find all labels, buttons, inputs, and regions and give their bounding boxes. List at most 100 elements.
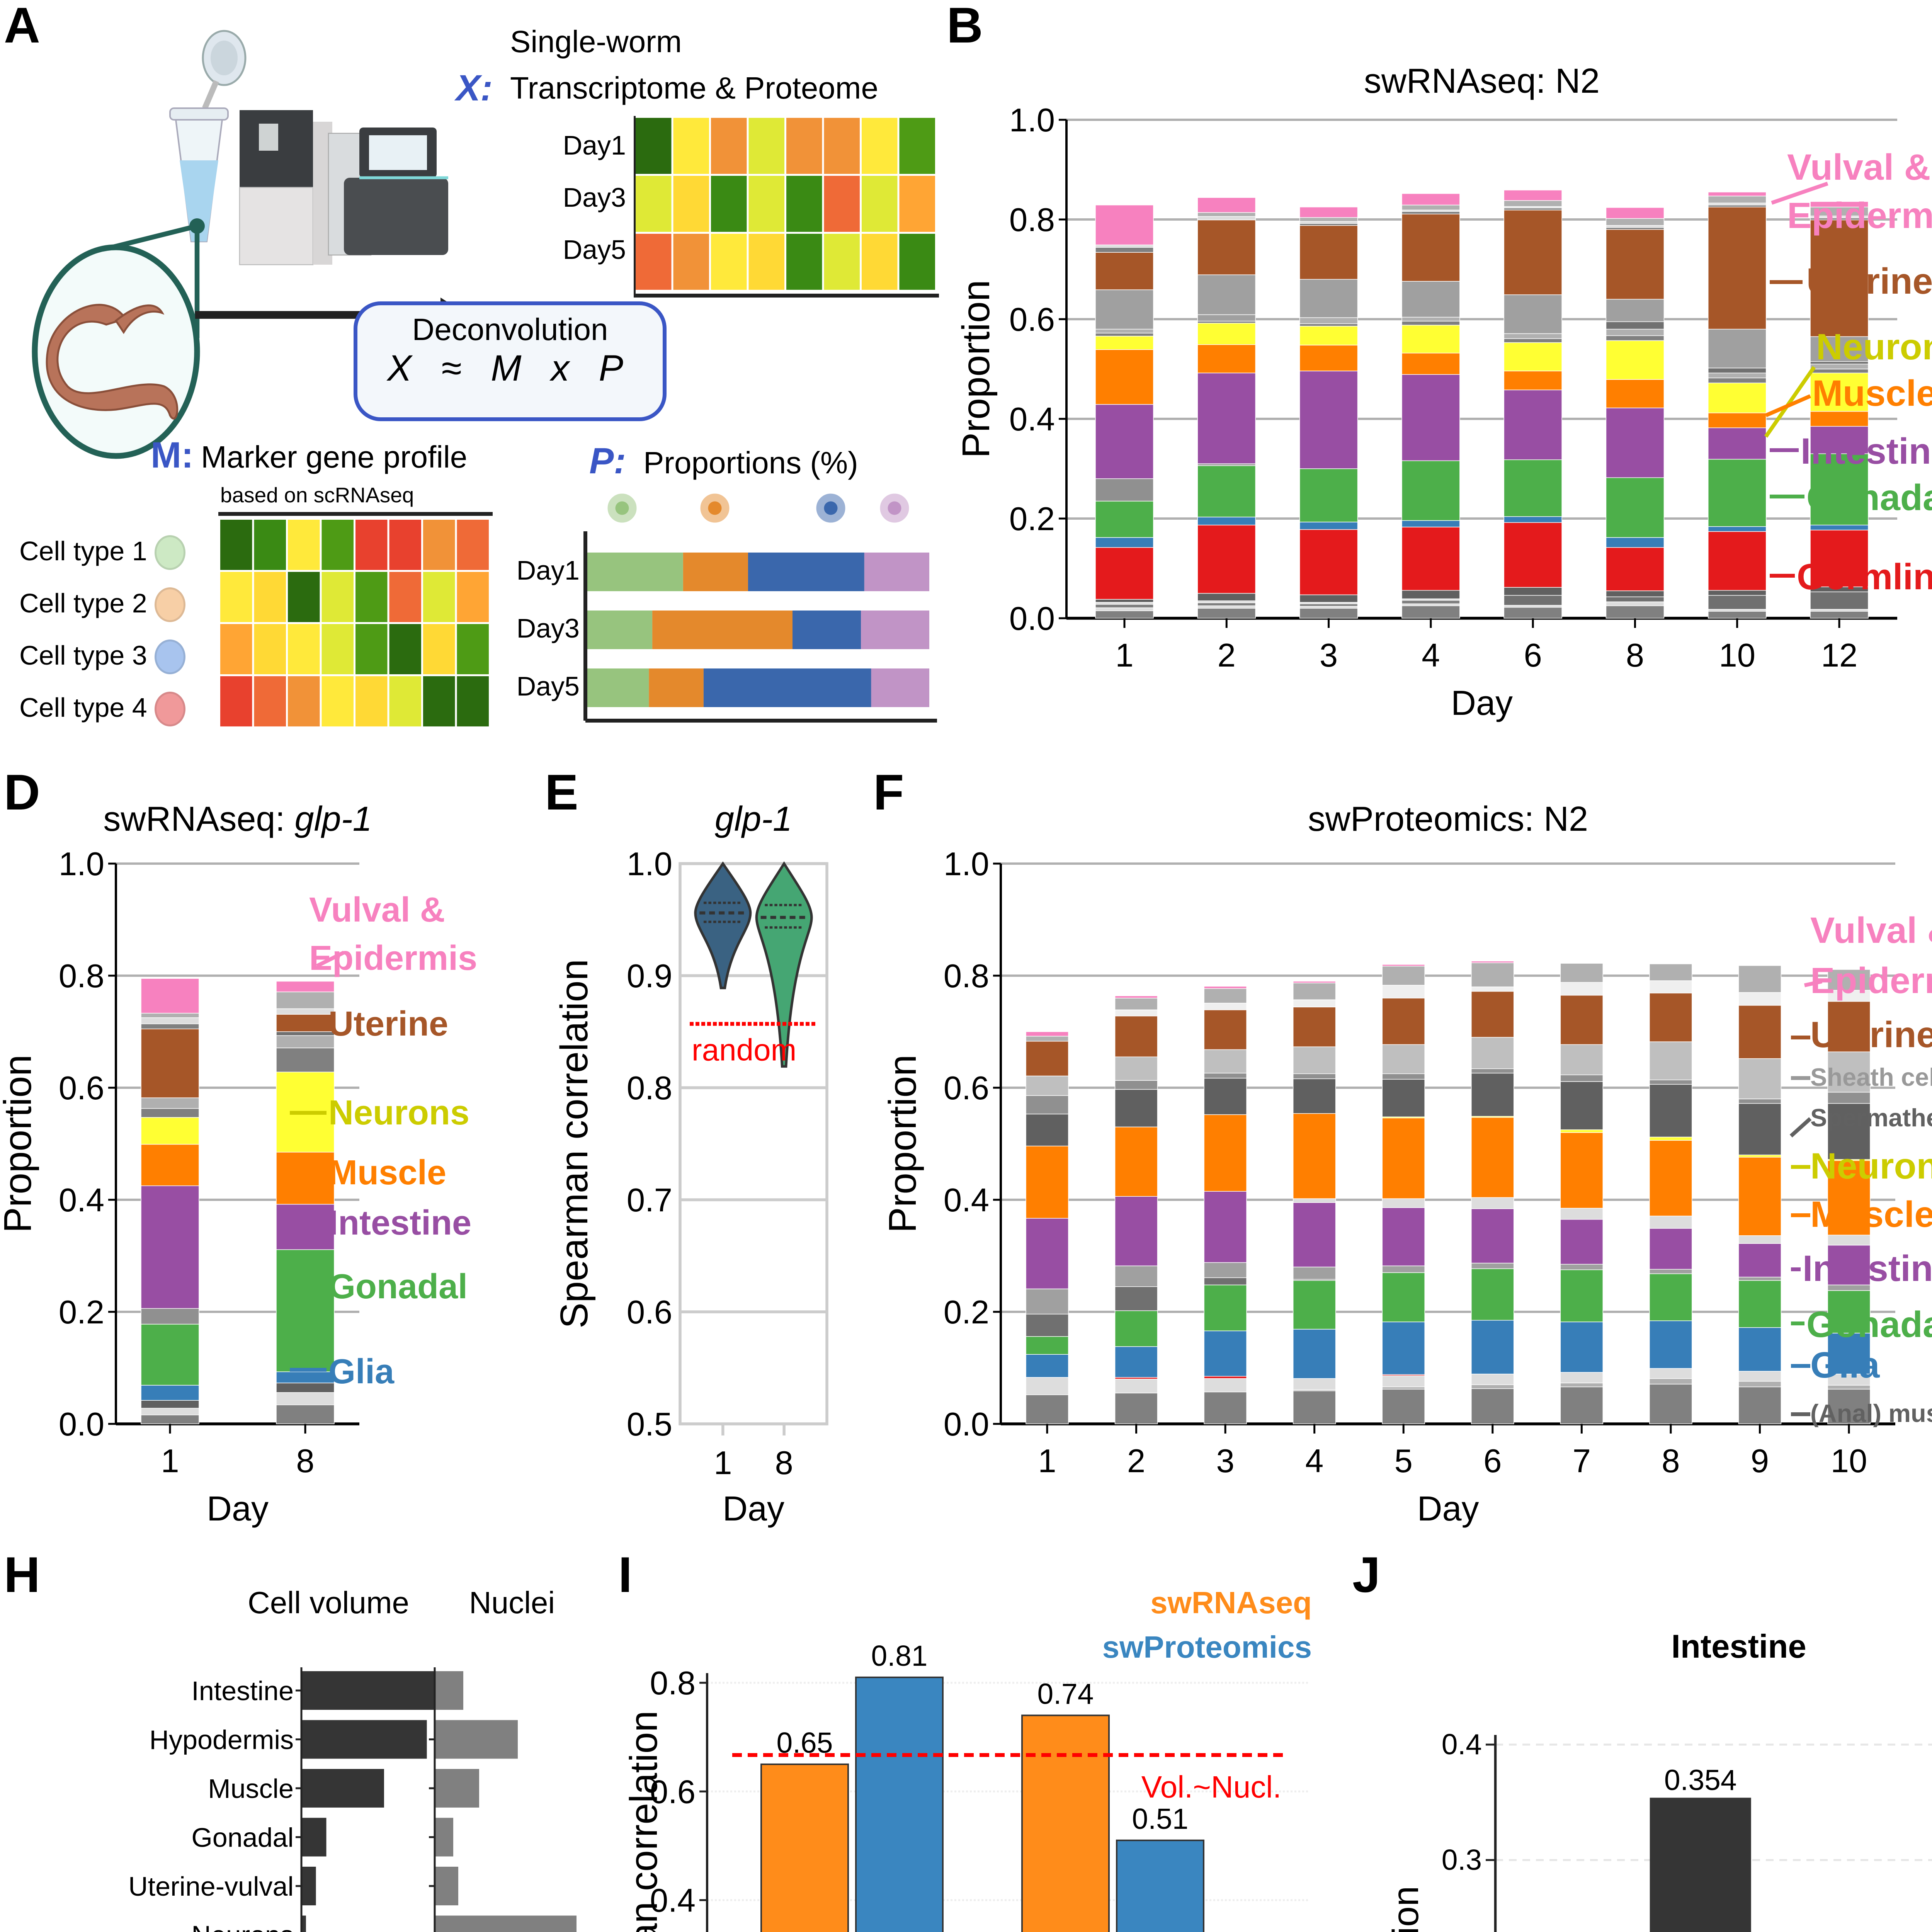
category-label: Gonadal [191, 1823, 294, 1853]
bar-segment [1401, 374, 1460, 461]
bar-segment [1649, 1269, 1692, 1274]
bar-segment [1382, 1321, 1425, 1375]
segment-label: Intestine [328, 1204, 471, 1242]
bar-segment [1738, 992, 1782, 1006]
bar-segment [1605, 379, 1665, 408]
chart-title-italic: glp-1 [295, 800, 372, 838]
bar-segment [1293, 1280, 1336, 1330]
p-bar-segment [683, 553, 748, 591]
bar-segment [1382, 966, 1425, 986]
p-proportion-chart: Day1 Day3 Day5 [517, 493, 937, 723]
x-axis-label: Day [1417, 1490, 1479, 1528]
bar-segment [1204, 1284, 1247, 1332]
bar-segment [1095, 252, 1154, 290]
heatmap-cell [786, 234, 822, 290]
x-axis-label: Day [723, 1490, 784, 1528]
y-tick-label: 0.8 [650, 1665, 696, 1702]
bar-segment [1605, 335, 1665, 341]
bar-segment [1095, 204, 1154, 245]
heatmap-cell [288, 676, 320, 726]
bar-segment [1503, 190, 1562, 201]
heatmap-cell [220, 676, 252, 726]
cell-type-2-icon [155, 588, 186, 623]
heatmap-cell [321, 520, 354, 570]
bar-segment [1204, 1277, 1247, 1286]
y-tick-label: 1.0 [944, 846, 989, 883]
bar [1021, 1714, 1110, 1932]
bar-segment [1605, 547, 1665, 591]
bar-segment [141, 1029, 199, 1098]
x-tick-label: 8 [296, 1443, 314, 1480]
bar-segment [1114, 1310, 1158, 1347]
bar-segment [1293, 1007, 1336, 1047]
bar-segment [1810, 426, 1869, 454]
bar-segment [1114, 1126, 1158, 1197]
bar-segment [1503, 342, 1562, 371]
bar-segment [1114, 1196, 1158, 1266]
heatmap-cell [220, 572, 252, 622]
bar-segment [1605, 299, 1665, 322]
bar-segment [1114, 998, 1158, 1010]
segment-label: Muscle [1810, 1194, 1932, 1235]
bar-segment [1095, 333, 1154, 337]
bar-segment [1299, 594, 1358, 603]
bar-segment [1299, 279, 1358, 318]
bar-segment [1095, 547, 1154, 600]
bar-segment [1560, 982, 1604, 996]
bar-segment [1471, 1320, 1514, 1374]
y-tick-label: 1.0 [627, 846, 672, 883]
bar-segment [1197, 323, 1256, 345]
bar-segment [1471, 1117, 1514, 1198]
bar-segment [1605, 605, 1665, 619]
bar-segment [1382, 1079, 1425, 1117]
y-tick-label: 0.8 [944, 958, 989, 995]
segment-label-leader [1789, 1117, 1812, 1138]
bar-segment [1560, 1321, 1604, 1373]
bar-segment [1810, 529, 1869, 587]
bar-segment [1605, 225, 1665, 228]
heatmap-cell [355, 676, 388, 726]
bar-segment [141, 1144, 199, 1186]
bar [1650, 1798, 1751, 1932]
bar-segment [1401, 321, 1460, 326]
bar-segment [1095, 245, 1154, 248]
m-title: Marker gene profile [201, 442, 468, 475]
bar-segment [1197, 463, 1256, 466]
bar-segment [1382, 1117, 1425, 1199]
y-tick-label: 0.8 [59, 958, 104, 995]
mass-spec-icon [328, 128, 448, 256]
bar-segment [1827, 1092, 1871, 1104]
bar-segment [1471, 1068, 1514, 1074]
y-tick-label: 0.4 [650, 1883, 696, 1919]
bar-segment [1204, 988, 1247, 1003]
bar-segment [1810, 372, 1869, 412]
bar-segment [1299, 223, 1358, 226]
bar [435, 1720, 518, 1759]
bar-segment [1471, 1374, 1514, 1385]
heatmap-cell [673, 234, 709, 290]
bar-segment [276, 1031, 335, 1036]
bar-segment [1503, 605, 1562, 608]
x-tick-label: 2 [1127, 1443, 1145, 1480]
bar-segment [1738, 1235, 1782, 1244]
segment-label: Epidermis [1787, 195, 1932, 236]
violin [694, 861, 752, 990]
bar-segment [1401, 603, 1460, 606]
bar-segment [1114, 1056, 1158, 1081]
segment-label: Vulval & [309, 891, 445, 929]
bar-segment [1810, 591, 1869, 610]
y-tick-label: 0.6 [650, 1774, 696, 1810]
bar-segment [1503, 607, 1562, 619]
bar [301, 1867, 316, 1905]
x-tick-label: 7 [1573, 1443, 1591, 1480]
p-bar-segment [652, 611, 793, 649]
bar-segment [1708, 204, 1767, 207]
bar-segment [1649, 993, 1692, 1042]
tube-icon [169, 30, 247, 242]
bar-segment [1605, 340, 1665, 380]
y-tick-label: 0.2 [59, 1294, 104, 1331]
bar-segment [1026, 1146, 1069, 1219]
x-day-labels: Day1 Day3 Day5 [549, 120, 626, 276]
x-tick-label: 8 [1662, 1443, 1680, 1480]
